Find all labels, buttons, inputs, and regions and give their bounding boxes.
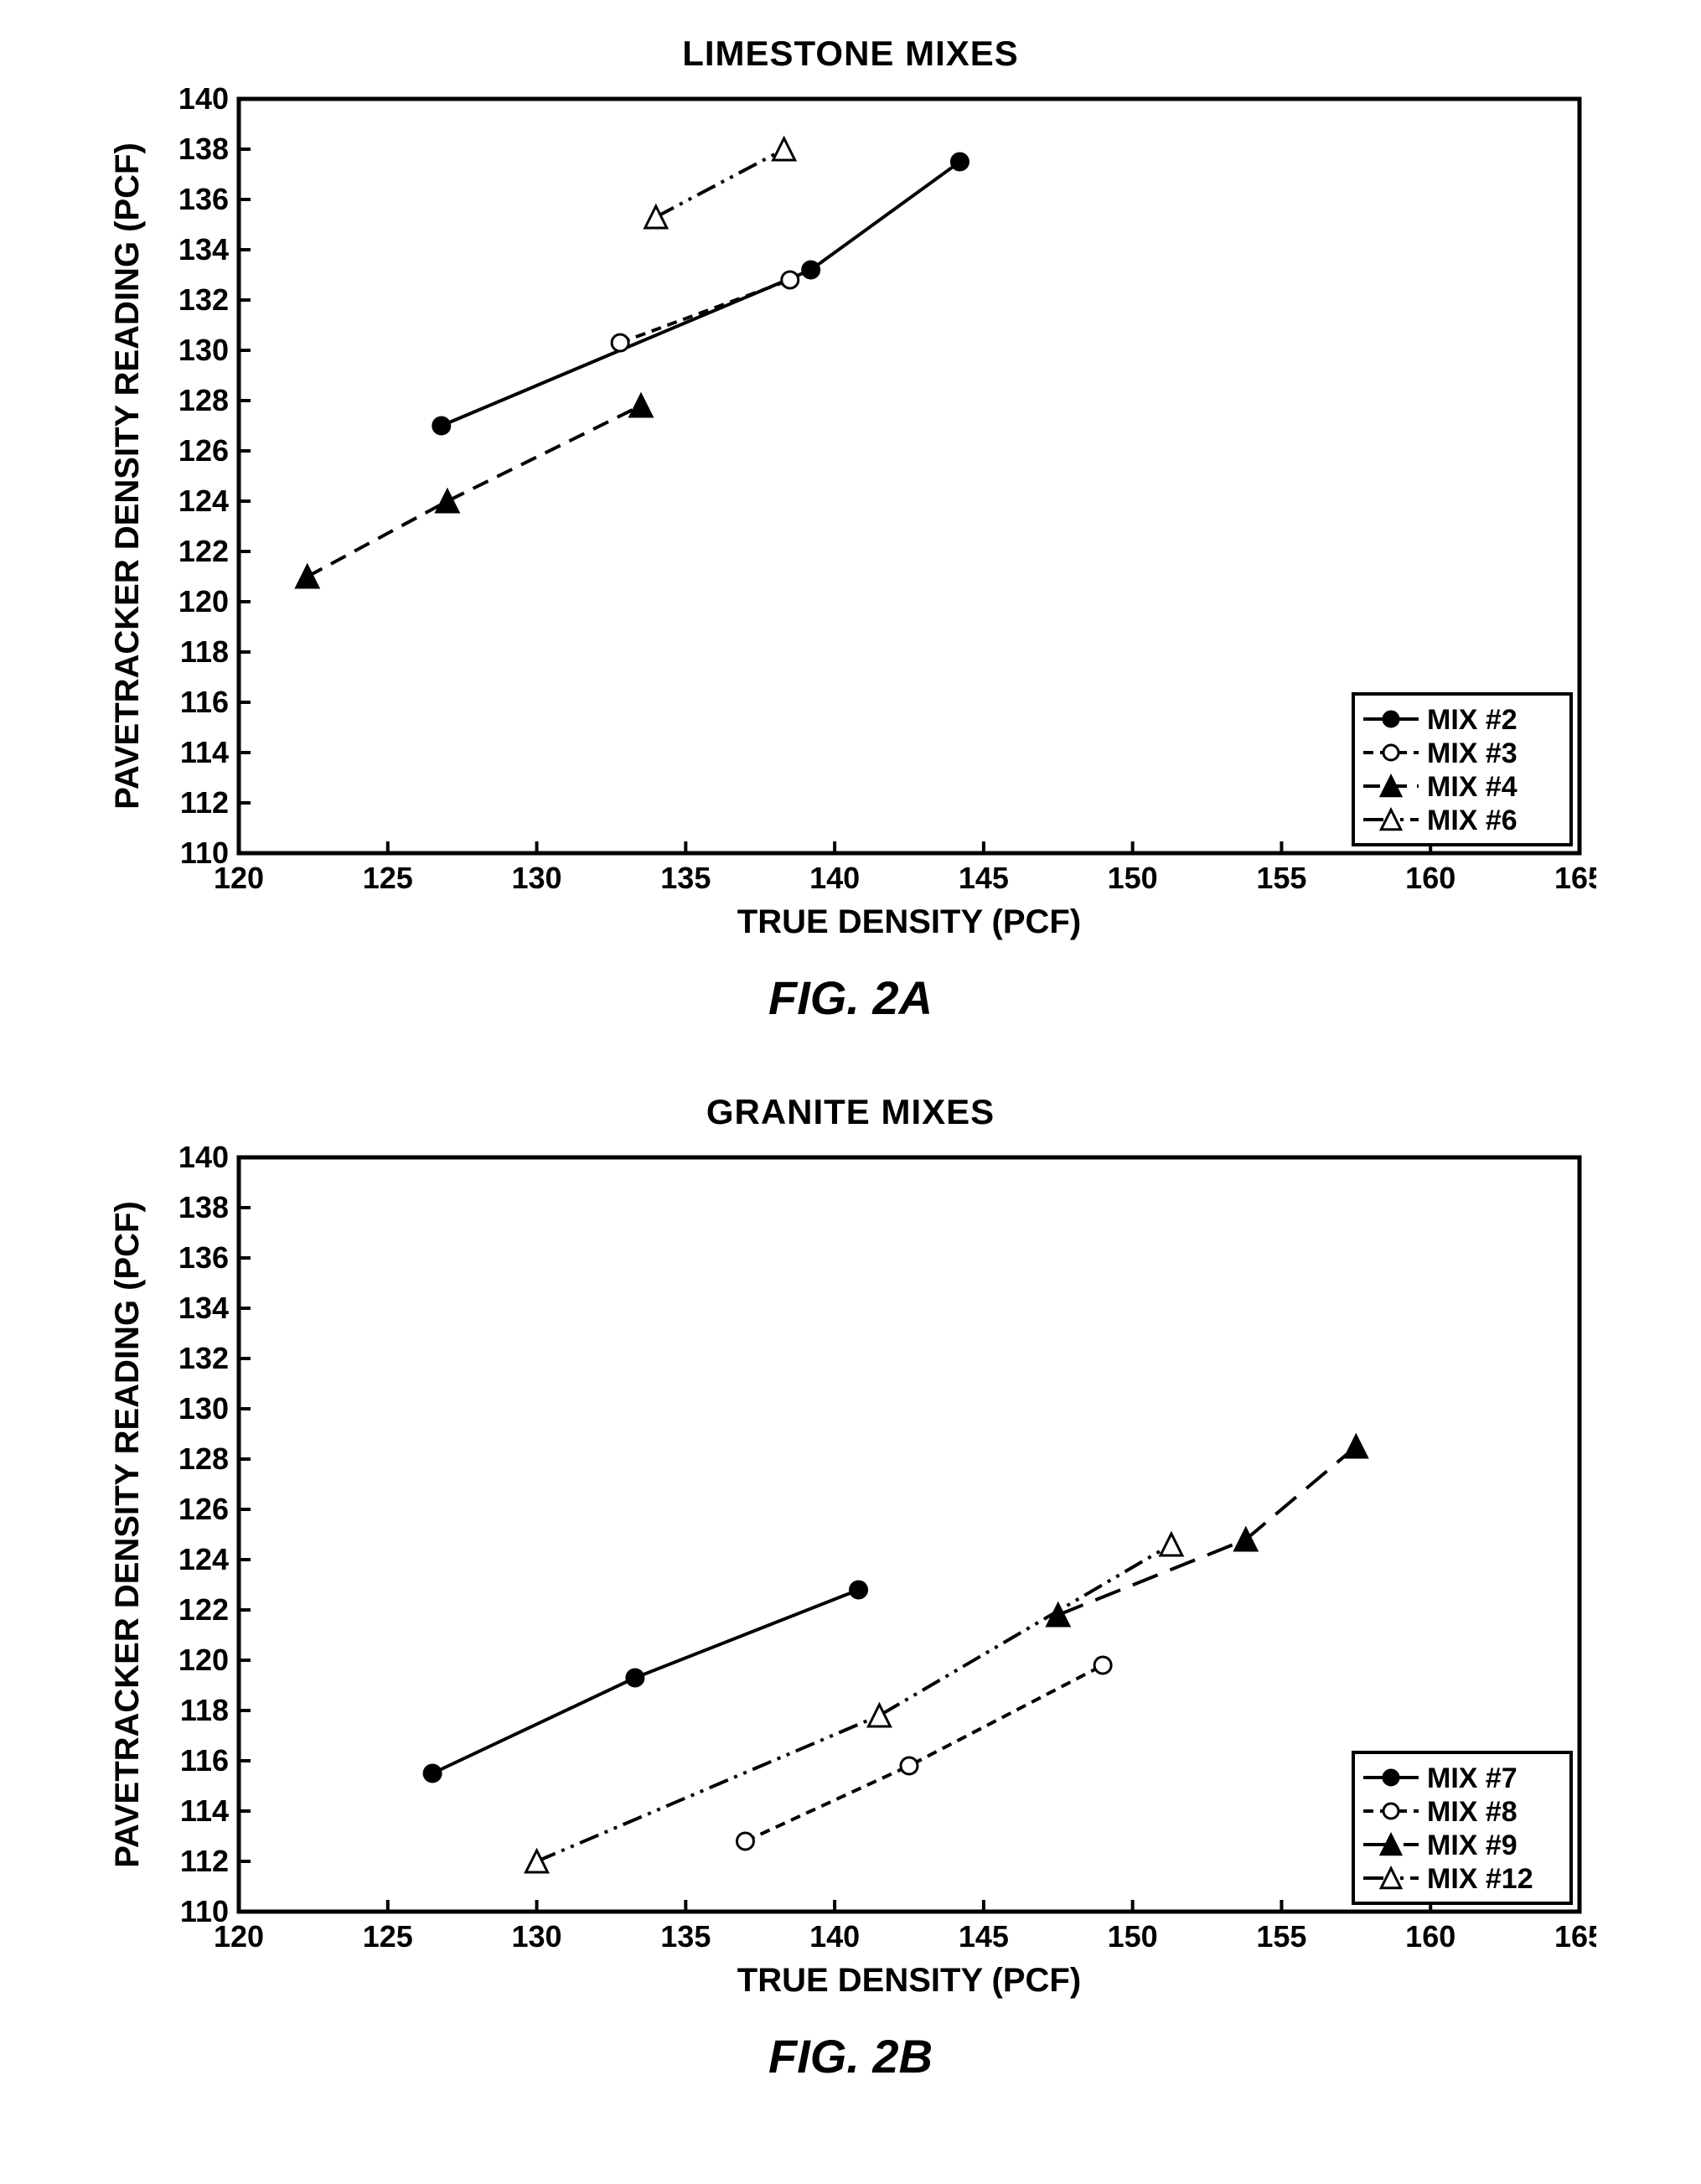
- svg-text:132: 132: [178, 282, 229, 317]
- svg-text:135: 135: [660, 1919, 711, 1954]
- svg-text:160: 160: [1405, 1919, 1455, 1954]
- svg-text:165: 165: [1554, 861, 1596, 895]
- svg-text:155: 155: [1256, 861, 1306, 895]
- svg-text:PAVETRACKER DENSITY READING (P: PAVETRACKER DENSITY READING (PCF): [109, 1201, 146, 1868]
- svg-text:114: 114: [180, 735, 229, 769]
- svg-text:134: 134: [178, 232, 229, 267]
- svg-text:MIX #4: MIX #4: [1427, 771, 1517, 803]
- svg-text:118: 118: [180, 634, 229, 669]
- svg-text:TRUE DENSITY (PCF): TRUE DENSITY (PCF): [737, 903, 1081, 940]
- svg-text:145: 145: [959, 861, 1009, 895]
- svg-text:140: 140: [178, 82, 229, 116]
- fig-a-label: FIG. 2A: [54, 970, 1647, 1025]
- svg-text:160: 160: [1405, 861, 1455, 895]
- svg-text:128: 128: [178, 383, 229, 417]
- svg-text:124: 124: [178, 1542, 229, 1576]
- svg-text:128: 128: [178, 1441, 229, 1476]
- svg-text:112: 112: [180, 1844, 229, 1878]
- svg-text:130: 130: [512, 861, 562, 895]
- chart-a-title: LIMESTONE MIXES: [54, 34, 1647, 74]
- svg-text:150: 150: [1108, 1919, 1158, 1954]
- svg-text:MIX #3: MIX #3: [1427, 737, 1517, 769]
- chart-b-title: GRANITE MIXES: [54, 1092, 1647, 1132]
- svg-text:140: 140: [809, 1919, 860, 1954]
- svg-text:130: 130: [178, 333, 229, 367]
- svg-text:120: 120: [178, 1643, 229, 1677]
- svg-text:MIX #6: MIX #6: [1427, 805, 1517, 836]
- svg-text:145: 145: [959, 1919, 1009, 1954]
- svg-text:120: 120: [178, 584, 229, 618]
- svg-text:138: 138: [178, 132, 229, 166]
- svg-text:122: 122: [178, 1592, 229, 1627]
- svg-text:165: 165: [1554, 1919, 1596, 1954]
- svg-text:MIX #7: MIX #7: [1427, 1762, 1517, 1794]
- svg-text:122: 122: [178, 534, 229, 568]
- svg-text:TRUE DENSITY (PCF): TRUE DENSITY (PCF): [737, 1962, 1081, 1999]
- svg-text:136: 136: [178, 1240, 229, 1275]
- svg-text:132: 132: [178, 1341, 229, 1375]
- svg-text:112: 112: [180, 785, 229, 820]
- svg-text:125: 125: [363, 1919, 413, 1954]
- svg-text:136: 136: [178, 182, 229, 216]
- svg-text:140: 140: [809, 861, 860, 895]
- svg-text:MIX #8: MIX #8: [1427, 1796, 1517, 1828]
- svg-text:MIX #12: MIX #12: [1427, 1863, 1533, 1895]
- svg-text:138: 138: [178, 1190, 229, 1224]
- figure-container: LIMESTONE MIXES 120 125 130 135 140 145 150 155…: [54, 34, 1647, 2083]
- svg-text:150: 150: [1108, 861, 1158, 895]
- chart-a-svg-holder: 120 125 130 135 140 145 150 155 160 165 110 112 114 1…: [54, 82, 1647, 962]
- svg-text:126: 126: [178, 1492, 229, 1526]
- svg-text:MIX #2: MIX #2: [1427, 704, 1517, 736]
- svg-text:PAVETRACKER DENSITY READING (P: PAVETRACKER DENSITY READING (PCF): [109, 142, 146, 810]
- svg-text:130: 130: [512, 1919, 562, 1954]
- fig-b-label: FIG. 2B: [54, 2029, 1647, 2083]
- svg-text:116: 116: [180, 685, 229, 719]
- svg-text:124: 124: [178, 484, 229, 518]
- svg-text:MIX #9: MIX #9: [1427, 1829, 1517, 1861]
- svg-text:116: 116: [180, 1743, 229, 1778]
- chart-b: GRANITE MIXES 120 125 130 135 140 145 150 155 16…: [54, 1092, 1647, 2083]
- svg-text:134: 134: [178, 1291, 229, 1325]
- svg-text:126: 126: [178, 433, 229, 468]
- chart-a: LIMESTONE MIXES 120 125 130 135 140 145 150 155…: [54, 34, 1647, 1025]
- svg-text:110: 110: [180, 836, 229, 870]
- svg-text:135: 135: [660, 861, 711, 895]
- svg-text:125: 125: [363, 861, 413, 895]
- svg-text:155: 155: [1256, 1919, 1306, 1954]
- chart-b-svg-holder: 120 125 130 135 140 145 150 155 160 165 110 112 114 1…: [54, 1141, 1647, 2021]
- svg-text:130: 130: [178, 1391, 229, 1426]
- svg-text:110: 110: [180, 1894, 229, 1928]
- svg-text:118: 118: [180, 1693, 229, 1727]
- svg-text:114: 114: [180, 1793, 229, 1828]
- svg-text:140: 140: [178, 1141, 229, 1174]
